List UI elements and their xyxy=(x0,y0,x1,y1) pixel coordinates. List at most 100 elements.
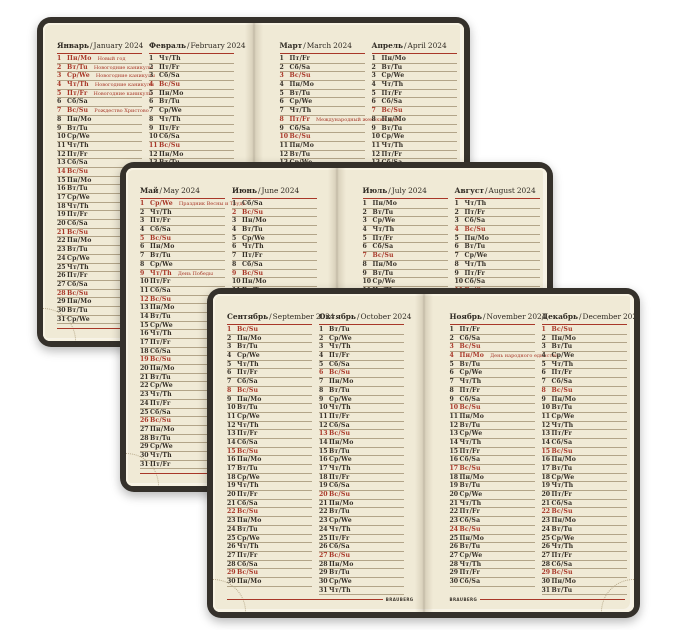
day-of-week: Пн/Mo xyxy=(242,217,267,225)
day-row: 23 Пн/Mo xyxy=(541,517,627,526)
day-number: 3 xyxy=(140,217,145,225)
day-of-week: Чт/Th xyxy=(551,543,574,551)
day-number: 8 xyxy=(319,386,324,394)
day-of-week: Пт/Fr xyxy=(237,369,258,377)
day-row: 1 Пн/Mo xyxy=(371,55,457,64)
day-number: 19 xyxy=(57,211,66,219)
day-of-week: Вс/Su xyxy=(459,525,481,533)
day-of-week: Сб/Sa xyxy=(150,408,171,416)
day-of-week: Ср/We xyxy=(459,369,483,377)
day-of-week: Пт/Fr xyxy=(159,63,180,71)
day-number: 17 xyxy=(227,465,236,472)
day-row: 13 Пн/Mo xyxy=(140,304,225,313)
day-of-week: Чт/Th xyxy=(67,141,89,149)
day-of-week: Пн/Mo xyxy=(459,352,485,360)
day-number: 15 xyxy=(140,321,149,329)
day-of-week: Вт/Tu xyxy=(67,124,88,132)
day-row: 9 Чт/Th День Победы xyxy=(140,270,225,279)
day-row: 31 Пт/Fr xyxy=(140,461,225,470)
day-number: 7 xyxy=(279,107,284,115)
day-of-week: Вт/Tu xyxy=(67,63,88,71)
day-row: 2 Сб/Sa xyxy=(449,335,535,344)
day-number: 23 xyxy=(227,517,236,525)
day-of-week: Чт/Th xyxy=(67,81,89,89)
day-number: 11 xyxy=(140,286,149,294)
day-row: 6 Ср/We xyxy=(449,369,535,379)
day-number: 16 xyxy=(140,330,149,338)
day-row: 25 Ср/We xyxy=(227,535,312,544)
day-number: 14 xyxy=(227,438,236,446)
day-number: 4 xyxy=(227,352,232,360)
day-row: 9 Пн/Mo xyxy=(227,396,312,405)
day-of-week: Пн/Mo xyxy=(329,499,354,507)
day-number: 4 xyxy=(362,226,367,234)
day-number: 9 xyxy=(279,124,284,132)
day-number: 17 xyxy=(140,339,149,346)
day-row: 3 Ср/We xyxy=(362,217,448,227)
day-number: 13 xyxy=(541,430,551,438)
day-number: 31 xyxy=(319,586,328,594)
day-number: 19 xyxy=(449,482,459,490)
day-number: 13 xyxy=(140,304,149,312)
day-row: 1 Пт/Fr xyxy=(449,326,535,335)
day-number: 9 xyxy=(227,395,232,403)
day-of-week: Чт/Th xyxy=(150,269,172,277)
day-row: 25 Сб/Sa xyxy=(140,409,225,418)
day-of-week: Чт/Th xyxy=(329,404,351,412)
day-of-week: Вс/Su xyxy=(237,508,259,516)
day-of-week: Вт/Tu xyxy=(159,98,180,106)
day-number: 1 xyxy=(371,55,376,62)
day-number: 14 xyxy=(319,438,328,446)
day-row: 19 Сб/Sa xyxy=(319,482,404,492)
day-number: 10 xyxy=(454,278,464,286)
day-of-week: Вс/Su xyxy=(242,208,264,216)
day-number: 12 xyxy=(449,421,459,429)
day-row: 16 Чт/Th xyxy=(140,330,225,339)
day-row: 26 Сб/Sa xyxy=(319,543,404,552)
day-row: 6 Пт/Fr xyxy=(541,369,627,379)
day-of-week: Ср/We xyxy=(329,517,352,525)
day-number: 11 xyxy=(279,141,289,149)
day-row: 18 Ср/We xyxy=(541,474,627,483)
day-number: 5 xyxy=(232,234,237,242)
day-of-week: Вс/Su xyxy=(289,133,311,141)
day-of-week: Пн/Mo xyxy=(237,334,262,342)
footer-rule xyxy=(480,599,625,600)
day-row: 10 Пт/Fr xyxy=(140,278,225,287)
day-row: 9 Ср/We xyxy=(319,396,404,405)
day-row: 6 Пт/Fr xyxy=(227,369,312,379)
day-of-week: Пн/Mo xyxy=(464,234,490,242)
day-number: 21 xyxy=(541,499,551,507)
day-number: 2 xyxy=(227,334,232,342)
day-row: 15 Вс/Su xyxy=(541,448,627,457)
day-of-week: Чт/Th xyxy=(329,586,351,594)
day-number: 2 xyxy=(232,208,237,216)
day-of-week: Пт/Fr xyxy=(242,252,263,260)
day-row: 29 Вт/Tu xyxy=(319,569,404,578)
day-row: 20 Пт/Fr xyxy=(541,491,627,500)
day-number: 4 xyxy=(232,226,237,234)
day-of-week: Сб/Sa xyxy=(159,72,180,80)
day-row: 2 Пт/Fr xyxy=(454,209,540,218)
day-number: 1 xyxy=(449,326,454,333)
day-number: 30 xyxy=(541,577,551,585)
day-of-week: Ср/We xyxy=(67,315,90,323)
day-of-week: Вс/Su xyxy=(67,107,89,115)
day-row: 8 Пн/Mo xyxy=(57,116,142,125)
day-of-week: Пт/Fr xyxy=(459,508,480,516)
day-number: 14 xyxy=(57,167,66,175)
day-number: 22 xyxy=(449,508,459,516)
day-of-week: Вт/Tu xyxy=(289,150,311,158)
day-row: 16 Пн/Mo xyxy=(227,456,312,465)
month-december: Декабрь/December2024 1Вс/Su2Пн/Mo3Вт/Tu4… xyxy=(541,312,634,596)
day-of-week: Пт/Fr xyxy=(289,55,310,62)
day-of-week: Ср/We xyxy=(459,491,483,499)
